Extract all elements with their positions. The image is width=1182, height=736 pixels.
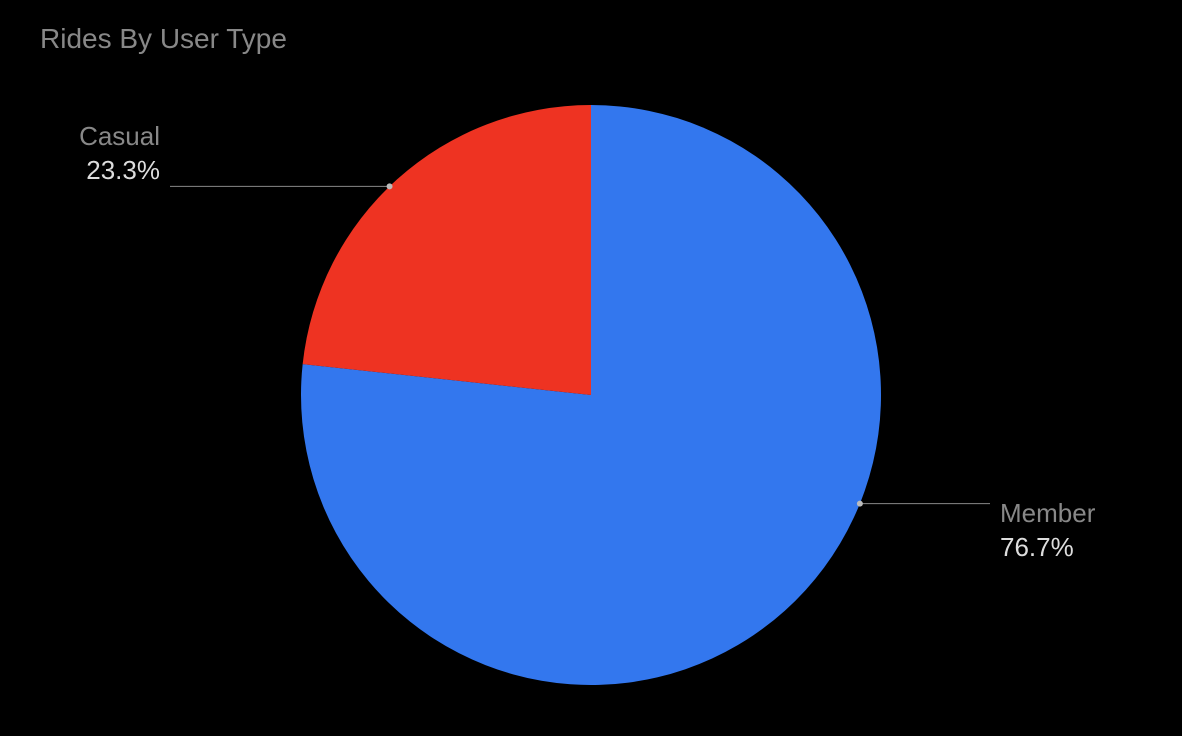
pie-slices xyxy=(301,105,881,685)
slice-label-value-member: 76.7% xyxy=(1000,532,1074,562)
slice-label-name-member: Member xyxy=(1000,498,1096,528)
chart-title: Rides By User Type xyxy=(40,23,287,54)
slice-label-name-casual: Casual xyxy=(79,121,160,151)
slice-label-value-casual: 23.3% xyxy=(86,155,160,185)
leader-marker-casual xyxy=(387,183,393,189)
pie-chart: Rides By User Type Member 76.7% Casual 23.3… xyxy=(0,0,1182,736)
leader-marker-member xyxy=(857,501,863,507)
